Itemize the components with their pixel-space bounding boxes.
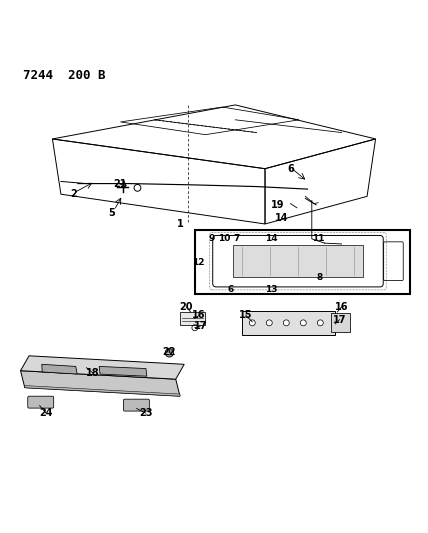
Text: 11: 11 xyxy=(312,233,324,243)
Text: 8: 8 xyxy=(316,273,323,281)
Bar xyxy=(331,313,350,333)
Text: 19: 19 xyxy=(271,200,285,210)
Circle shape xyxy=(165,349,174,357)
Text: 22: 22 xyxy=(163,346,176,357)
Text: 10: 10 xyxy=(218,233,231,243)
Text: 23: 23 xyxy=(139,408,153,418)
Bar xyxy=(233,245,363,277)
Text: 5: 5 xyxy=(109,208,115,219)
Circle shape xyxy=(317,320,323,326)
Polygon shape xyxy=(21,370,180,396)
Text: 2: 2 xyxy=(70,189,77,199)
Text: 7244  200 B: 7244 200 B xyxy=(23,69,105,82)
Circle shape xyxy=(300,320,306,326)
FancyBboxPatch shape xyxy=(28,396,54,408)
Text: 14: 14 xyxy=(265,233,278,243)
Text: 6: 6 xyxy=(287,164,294,174)
Circle shape xyxy=(249,320,255,326)
Text: 12: 12 xyxy=(192,258,204,266)
Bar xyxy=(180,312,205,325)
Text: 24: 24 xyxy=(39,408,53,418)
Text: 16: 16 xyxy=(335,302,348,312)
Text: 21: 21 xyxy=(114,179,127,189)
Text: 18: 18 xyxy=(86,368,100,378)
Circle shape xyxy=(283,320,289,326)
Text: 17: 17 xyxy=(333,314,346,325)
Bar xyxy=(195,230,410,294)
Bar xyxy=(242,311,335,335)
Text: 14: 14 xyxy=(275,213,289,223)
Circle shape xyxy=(266,320,272,326)
Text: 20: 20 xyxy=(180,302,193,312)
Text: 9: 9 xyxy=(209,233,215,243)
Text: 6: 6 xyxy=(228,285,234,294)
Polygon shape xyxy=(99,366,147,376)
Polygon shape xyxy=(42,364,77,374)
Text: 16: 16 xyxy=(192,310,206,320)
Text: 17: 17 xyxy=(193,321,207,331)
Text: 7: 7 xyxy=(233,233,239,243)
Text: 1: 1 xyxy=(177,219,183,229)
FancyBboxPatch shape xyxy=(123,399,149,411)
Text: 15: 15 xyxy=(239,310,253,320)
Text: 13: 13 xyxy=(265,285,278,294)
Polygon shape xyxy=(21,356,184,379)
Polygon shape xyxy=(25,385,180,396)
